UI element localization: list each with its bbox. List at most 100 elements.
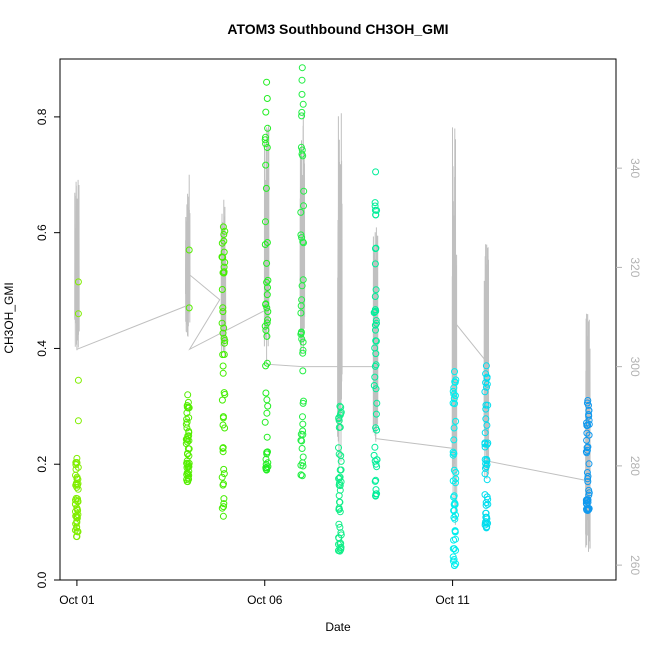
data-point bbox=[264, 402, 272, 410]
data-point bbox=[219, 444, 227, 452]
data-point bbox=[264, 284, 271, 291]
data-point bbox=[263, 359, 271, 367]
data-point bbox=[218, 504, 226, 512]
data-point bbox=[185, 304, 193, 312]
data-point bbox=[218, 473, 226, 481]
data-point bbox=[335, 475, 343, 483]
data-point bbox=[262, 133, 269, 141]
points-layer bbox=[71, 64, 593, 569]
data-point bbox=[298, 64, 306, 72]
data-point bbox=[262, 140, 270, 148]
data-point bbox=[482, 362, 490, 370]
data-point bbox=[585, 460, 593, 468]
data-point bbox=[263, 466, 271, 474]
data-point bbox=[371, 362, 379, 370]
data-point bbox=[185, 427, 193, 435]
data-point bbox=[298, 108, 306, 116]
data-point bbox=[372, 211, 380, 219]
data-point bbox=[372, 168, 380, 176]
x-tick-label: Oct 11 bbox=[435, 593, 470, 607]
data-point bbox=[481, 388, 489, 396]
data-point bbox=[184, 474, 192, 482]
data-point bbox=[184, 478, 192, 486]
data-point bbox=[449, 399, 457, 407]
data-point bbox=[336, 547, 344, 555]
secondary-trace-spike bbox=[585, 313, 591, 552]
secondary-trace-spike bbox=[74, 179, 80, 351]
y2-tick-label: 340 bbox=[628, 158, 642, 178]
data-point bbox=[72, 512, 80, 520]
data-point bbox=[219, 351, 227, 359]
data-point bbox=[584, 507, 592, 514]
data-point bbox=[450, 466, 458, 474]
data-point bbox=[185, 432, 193, 440]
data-point bbox=[584, 421, 592, 429]
data-point bbox=[450, 450, 458, 457]
data-point bbox=[300, 187, 308, 195]
data-point bbox=[221, 337, 229, 344]
data-point bbox=[482, 415, 490, 423]
data-point bbox=[183, 424, 191, 432]
data-point bbox=[450, 436, 458, 444]
y2-tick-label: 260 bbox=[628, 555, 642, 575]
data-point bbox=[584, 397, 592, 404]
data-point bbox=[372, 424, 380, 432]
data-point bbox=[336, 508, 344, 516]
data-point bbox=[297, 208, 305, 216]
data-point bbox=[219, 269, 227, 277]
data-point bbox=[584, 478, 592, 486]
data-point bbox=[298, 90, 306, 98]
data-point bbox=[585, 401, 592, 409]
data-point bbox=[372, 317, 380, 324]
data-point bbox=[300, 239, 307, 247]
data-point bbox=[297, 330, 305, 338]
secondary-trace-line bbox=[76, 273, 588, 482]
data-point bbox=[297, 309, 305, 317]
data-point bbox=[299, 100, 307, 108]
data-point bbox=[297, 231, 305, 239]
data-point bbox=[219, 362, 227, 370]
data-point bbox=[371, 199, 379, 207]
data-point bbox=[483, 461, 491, 468]
data-point bbox=[299, 453, 307, 461]
data-point bbox=[450, 424, 458, 432]
data-point bbox=[335, 520, 343, 528]
data-point bbox=[450, 492, 458, 500]
secondary-trace-spike bbox=[299, 112, 306, 355]
data-point bbox=[335, 492, 343, 500]
data-point bbox=[449, 387, 457, 395]
data-point bbox=[336, 486, 344, 494]
data-point bbox=[481, 470, 489, 478]
y-tick-label: 0.6 bbox=[35, 224, 49, 241]
data-point bbox=[299, 238, 307, 246]
data-point bbox=[220, 237, 228, 245]
data-point bbox=[452, 376, 460, 384]
data-point bbox=[184, 391, 192, 399]
data-point bbox=[451, 527, 459, 535]
data-point bbox=[372, 326, 379, 334]
data-point bbox=[74, 417, 82, 425]
data-point bbox=[220, 480, 227, 488]
data-point bbox=[219, 308, 227, 316]
data-point bbox=[452, 475, 460, 483]
data-point bbox=[73, 524, 81, 532]
data-point bbox=[221, 391, 229, 398]
data-point bbox=[582, 500, 590, 508]
data-point bbox=[185, 445, 193, 453]
data-point bbox=[450, 395, 458, 403]
data-point bbox=[264, 124, 272, 132]
data-point bbox=[297, 461, 305, 469]
x-tick-label: Oct 06 bbox=[247, 593, 283, 607]
data-point bbox=[481, 429, 489, 437]
data-point bbox=[262, 161, 270, 169]
data-point bbox=[585, 407, 593, 415]
data-point bbox=[483, 421, 491, 429]
data-point bbox=[335, 450, 343, 458]
data-point bbox=[297, 471, 305, 479]
data-point bbox=[219, 254, 227, 261]
data-point bbox=[220, 500, 228, 508]
data-point bbox=[372, 350, 380, 358]
data-point bbox=[452, 417, 460, 425]
